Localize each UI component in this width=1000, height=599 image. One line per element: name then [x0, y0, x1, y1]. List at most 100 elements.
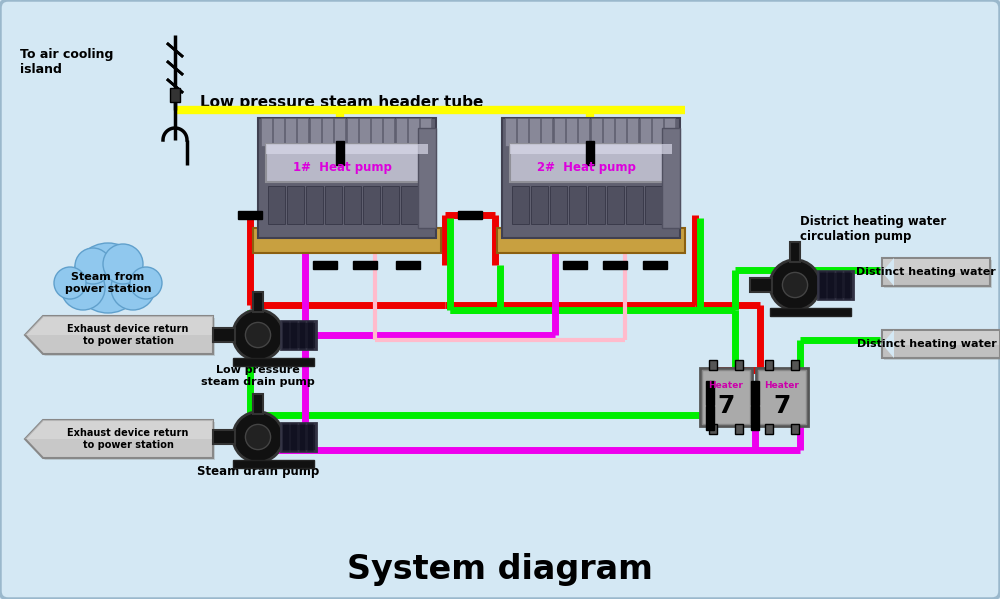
- Bar: [497, 228, 685, 253]
- Polygon shape: [25, 316, 213, 354]
- Bar: [566, 118, 577, 146]
- Bar: [531, 186, 548, 224]
- Bar: [517, 118, 528, 146]
- Bar: [353, 261, 377, 269]
- Bar: [586, 141, 594, 165]
- Circle shape: [103, 244, 143, 284]
- Bar: [307, 423, 313, 452]
- Polygon shape: [27, 422, 215, 460]
- Text: 7: 7: [773, 394, 791, 418]
- Bar: [765, 360, 773, 370]
- Bar: [336, 141, 344, 165]
- Bar: [290, 423, 297, 452]
- Bar: [662, 128, 680, 228]
- Bar: [458, 211, 482, 219]
- Bar: [626, 186, 643, 224]
- Bar: [569, 186, 586, 224]
- Bar: [238, 211, 262, 219]
- Text: To air cooling
island: To air cooling island: [20, 48, 113, 76]
- Bar: [266, 144, 428, 154]
- Bar: [550, 186, 567, 224]
- Bar: [253, 394, 263, 413]
- Bar: [258, 118, 436, 238]
- Polygon shape: [882, 330, 894, 358]
- Bar: [790, 242, 800, 262]
- Bar: [282, 320, 289, 349]
- Bar: [765, 424, 773, 434]
- Bar: [640, 118, 651, 146]
- Circle shape: [233, 412, 283, 462]
- Bar: [281, 320, 316, 349]
- Bar: [884, 260, 992, 288]
- Text: Low pressure
steam drain pump: Low pressure steam drain pump: [201, 365, 315, 386]
- Polygon shape: [25, 316, 213, 335]
- Text: Exhaust device return
to power station: Exhaust device return to power station: [67, 324, 189, 346]
- Bar: [344, 186, 361, 224]
- Bar: [266, 144, 428, 182]
- Bar: [554, 118, 565, 146]
- Bar: [827, 271, 834, 300]
- Bar: [702, 370, 750, 424]
- Bar: [383, 118, 394, 146]
- Bar: [502, 118, 680, 238]
- Bar: [627, 118, 638, 146]
- Bar: [297, 118, 308, 146]
- Bar: [882, 258, 990, 286]
- Bar: [706, 381, 714, 405]
- Bar: [396, 261, 420, 269]
- Bar: [529, 118, 540, 146]
- Bar: [750, 278, 772, 292]
- Bar: [791, 360, 799, 370]
- Bar: [371, 118, 382, 146]
- Bar: [652, 118, 663, 146]
- Bar: [325, 186, 342, 224]
- Bar: [836, 271, 842, 300]
- Bar: [408, 118, 419, 146]
- Bar: [607, 186, 624, 224]
- Bar: [791, 424, 799, 434]
- Bar: [307, 320, 313, 349]
- Bar: [510, 144, 672, 182]
- Circle shape: [782, 273, 808, 298]
- Bar: [588, 186, 605, 224]
- Bar: [578, 118, 589, 146]
- Bar: [347, 118, 358, 146]
- Bar: [273, 118, 284, 146]
- Bar: [401, 186, 418, 224]
- Circle shape: [130, 267, 162, 299]
- Bar: [359, 118, 370, 146]
- Bar: [735, 424, 743, 434]
- Text: Low pressure steam header tube: Low pressure steam header tube: [200, 95, 483, 110]
- Bar: [253, 292, 263, 311]
- Bar: [396, 118, 407, 146]
- Bar: [334, 118, 345, 146]
- Bar: [706, 406, 714, 430]
- Polygon shape: [25, 420, 213, 439]
- Bar: [735, 360, 743, 370]
- Circle shape: [73, 243, 143, 313]
- Bar: [213, 430, 235, 444]
- Bar: [643, 261, 667, 269]
- Bar: [883, 331, 999, 345]
- Circle shape: [770, 260, 820, 310]
- Bar: [306, 186, 323, 224]
- Text: District heating water
circulation pump: District heating water circulation pump: [800, 215, 946, 243]
- Bar: [883, 259, 989, 273]
- Bar: [313, 261, 337, 269]
- Text: 2#  Heat pump: 2# Heat pump: [537, 162, 635, 174]
- Bar: [363, 186, 380, 224]
- Bar: [819, 271, 826, 300]
- Bar: [233, 358, 314, 365]
- Circle shape: [111, 266, 155, 310]
- Polygon shape: [882, 258, 894, 286]
- Bar: [770, 308, 851, 316]
- Bar: [615, 118, 626, 146]
- Bar: [818, 271, 853, 300]
- Bar: [645, 186, 662, 224]
- Bar: [420, 118, 431, 146]
- Circle shape: [61, 266, 105, 310]
- Bar: [512, 186, 529, 224]
- Bar: [756, 368, 808, 426]
- Circle shape: [75, 248, 111, 284]
- Bar: [751, 381, 759, 405]
